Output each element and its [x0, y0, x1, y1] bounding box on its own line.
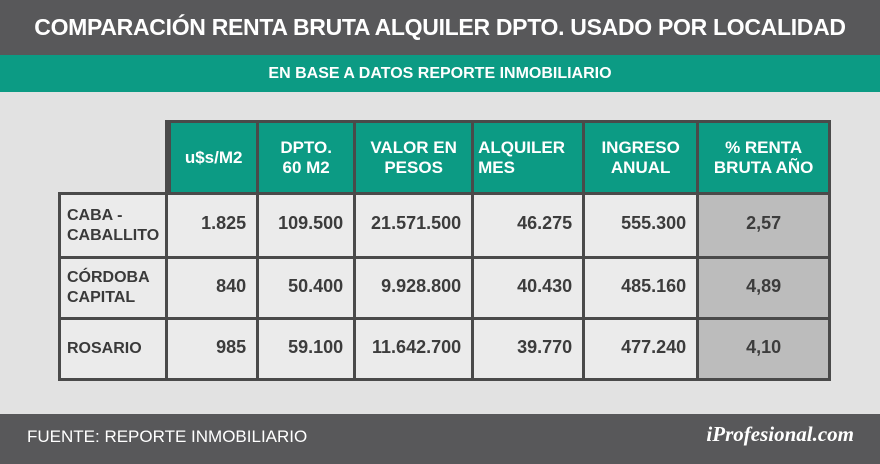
- column-header-usd-m2: u$s/M2: [168, 120, 260, 195]
- column-header-alquiler-mes-text: ALQUILER MES: [478, 137, 566, 177]
- brand-logo: iProfesional.com: [706, 422, 854, 446]
- subtitle-bar: EN BASE A DATOS REPORTE INMOBILIARIO: [0, 55, 880, 92]
- cell-ingreso-anual: 485.160: [585, 259, 700, 320]
- cell-usd-m2: 1.825: [168, 195, 260, 259]
- column-header-valor-pesos: VALOR EN PESOS: [356, 120, 475, 195]
- column-header-alquiler-mes: ALQUILER MES: [474, 120, 586, 195]
- column-header-ingreso-anual: INGRESO ANUAL: [585, 120, 700, 195]
- cell-alquiler-mes: 40.430: [474, 259, 586, 320]
- cell-dpto-60m2: 109.500: [259, 195, 357, 259]
- column-header-ingreso-anual-text: INGRESO ANUAL: [601, 137, 680, 177]
- column-header-dpto-60m2-text: DPTO. 60 M2: [280, 137, 332, 177]
- comparison-table-wrapper: u$s/M2 DPTO. 60 M2 VALOR EN PESOS ALQUIL…: [58, 120, 832, 381]
- column-header-renta-bruta: % RENTA BRUTA AÑO: [699, 120, 832, 195]
- cell-dpto-60m2: 50.400: [259, 259, 357, 320]
- column-header-dpto-60m2: DPTO. 60 M2: [259, 120, 357, 195]
- cell-alquiler-mes: 39.770: [474, 320, 586, 381]
- comparison-table: u$s/M2 DPTO. 60 M2 VALOR EN PESOS ALQUIL…: [58, 120, 832, 381]
- title-bar: COMPARACIÓN RENTA BRUTA ALQUILER DPTO. U…: [0, 0, 880, 55]
- cell-valor-pesos: 9.928.800: [356, 259, 475, 320]
- table-row: ROSARIO 985 59.100 11.642.700 39.770 477…: [58, 320, 832, 381]
- row-label: ROSARIO: [58, 320, 169, 381]
- cell-valor-pesos: 11.642.700: [356, 320, 475, 381]
- cell-renta-bruta: 2,57: [699, 195, 832, 259]
- cell-renta-bruta: 4,10: [699, 320, 832, 381]
- cell-valor-pesos: 21.571.500: [356, 195, 475, 259]
- table-corner-cell: [58, 120, 169, 195]
- cell-usd-m2: 985: [168, 320, 260, 381]
- row-label: CÓRDOBA CAPITAL: [58, 259, 169, 320]
- table-row: CÓRDOBA CAPITAL 840 50.400 9.928.800 40.…: [58, 259, 832, 320]
- column-header-renta-bruta-text: % RENTA BRUTA AÑO: [713, 137, 814, 177]
- table-header-row: u$s/M2 DPTO. 60 M2 VALOR EN PESOS ALQUIL…: [58, 120, 832, 195]
- source-text: FUENTE: REPORTE INMOBILIARIO: [27, 427, 308, 446]
- cell-ingreso-anual: 555.300: [585, 195, 700, 259]
- row-label: CABA - CABALLITO: [58, 195, 169, 259]
- cell-dpto-60m2: 59.100: [259, 320, 357, 381]
- cell-usd-m2: 840: [168, 259, 260, 320]
- cell-alquiler-mes: 46.275: [474, 195, 586, 259]
- page-title: COMPARACIÓN RENTA BRUTA ALQUILER DPTO. U…: [34, 14, 846, 40]
- page-subtitle: EN BASE A DATOS REPORTE INMOBILIARIO: [268, 64, 612, 82]
- table-row: CABA - CABALLITO 1.825 109.500 21.571.50…: [58, 195, 832, 259]
- column-header-valor-pesos-text: VALOR EN PESOS: [370, 137, 457, 177]
- cell-ingreso-anual: 477.240: [585, 320, 700, 381]
- cell-renta-bruta: 4,89: [699, 259, 832, 320]
- footer-bar: FUENTE: REPORTE INMOBILIARIO iProfesiona…: [0, 414, 880, 464]
